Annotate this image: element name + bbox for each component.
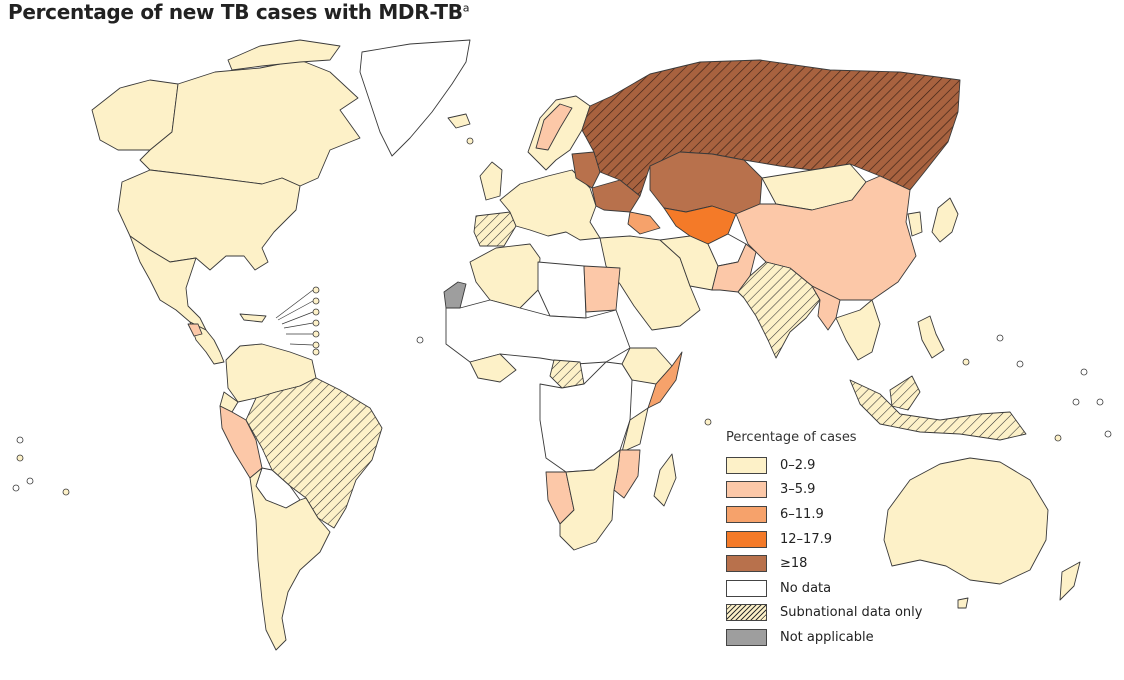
region-west-africa bbox=[469, 353, 517, 383]
island-marker bbox=[312, 286, 320, 294]
legend-label: 3–5.9 bbox=[780, 482, 816, 498]
region-new-zealand bbox=[1059, 561, 1081, 601]
legend-swatch bbox=[726, 579, 767, 597]
island-marker bbox=[16, 436, 24, 444]
region-north-africa-west bbox=[469, 243, 541, 309]
title-footnote-marker: a bbox=[462, 1, 470, 15]
region-indonesia bbox=[849, 379, 1027, 441]
region-western-sahara bbox=[443, 281, 467, 309]
region-korea bbox=[907, 211, 923, 237]
region-madagascar bbox=[653, 453, 677, 507]
island-marker bbox=[312, 348, 320, 356]
island-marker bbox=[1080, 368, 1088, 376]
region-uk bbox=[479, 161, 503, 201]
island-marker bbox=[312, 308, 320, 316]
region-caucasus bbox=[627, 211, 661, 235]
region-libya bbox=[537, 261, 587, 319]
legend-swatch bbox=[726, 628, 767, 646]
island-marker bbox=[1096, 398, 1104, 406]
legend-label: 12–17.9 bbox=[780, 531, 832, 547]
island-marker bbox=[62, 488, 70, 496]
region-iceland bbox=[447, 113, 471, 129]
legend-item: 3–5.9 bbox=[726, 478, 986, 503]
region-greenland bbox=[359, 39, 471, 157]
legend-item: Subnational data only bbox=[726, 601, 986, 626]
region-borneo bbox=[889, 375, 921, 411]
region-canada-islands bbox=[227, 39, 341, 71]
region-russia bbox=[581, 59, 961, 197]
island-marker bbox=[312, 319, 320, 327]
region-norway-coast bbox=[535, 103, 573, 151]
region-china bbox=[735, 175, 917, 301]
region-southeast-asia bbox=[835, 299, 881, 361]
region-iberia bbox=[473, 211, 517, 247]
legend-label: Subnational data only bbox=[780, 605, 923, 621]
legend-label: No data bbox=[780, 580, 832, 596]
legend-swatch bbox=[726, 530, 767, 548]
legend-item: Not applicable bbox=[726, 625, 986, 650]
legend-label: Not applicable bbox=[780, 629, 874, 645]
region-guatemala bbox=[187, 323, 203, 337]
region-southern-africa bbox=[559, 449, 621, 551]
island-marker bbox=[26, 477, 34, 485]
legend-swatch bbox=[726, 604, 767, 622]
region-mexico bbox=[129, 235, 207, 331]
island-marker bbox=[12, 484, 20, 492]
legend-swatch bbox=[726, 456, 767, 474]
island-marker bbox=[466, 137, 474, 145]
legend-label: 0–2.9 bbox=[780, 457, 816, 473]
region-india bbox=[737, 261, 821, 359]
island-marker bbox=[962, 358, 970, 366]
legend-swatch bbox=[726, 555, 767, 573]
legend-item: No data bbox=[726, 576, 986, 601]
legend: Percentage of cases 0–2.9 3–5.9 6–11.9 1… bbox=[726, 430, 986, 650]
region-japan bbox=[931, 197, 959, 243]
region-philippines bbox=[917, 315, 945, 359]
island-marker bbox=[16, 454, 24, 462]
legend-title: Percentage of cases bbox=[726, 430, 857, 445]
island-marker bbox=[416, 336, 424, 344]
island-marker bbox=[312, 341, 320, 349]
region-baltics-belarus bbox=[571, 151, 601, 189]
legend-swatch bbox=[726, 481, 767, 499]
map-title-text: Percentage of new TB cases with MDR-TB bbox=[8, 0, 463, 24]
region-nigeria bbox=[549, 359, 585, 389]
island-marker bbox=[312, 330, 320, 338]
region-myanmar bbox=[811, 285, 841, 331]
region-canada bbox=[139, 59, 361, 187]
leader-line bbox=[277, 300, 314, 321]
legend-item: 6–11.9 bbox=[726, 502, 986, 527]
region-east-africa bbox=[621, 407, 649, 453]
leader-line bbox=[275, 289, 314, 319]
legend-item: 12–17.9 bbox=[726, 527, 986, 552]
legend-label: 6–11.9 bbox=[780, 506, 824, 522]
island-marker bbox=[312, 297, 320, 305]
island-marker bbox=[1016, 360, 1024, 368]
legend-item: ≥18 bbox=[726, 551, 986, 576]
legend-swatch bbox=[726, 505, 767, 523]
map-title: Percentage of new TB cases with MDR-TBa bbox=[8, 0, 469, 24]
island-marker bbox=[1104, 430, 1112, 438]
region-tasmania bbox=[957, 597, 969, 609]
legend-label: ≥18 bbox=[780, 556, 808, 572]
legend-item: 0–2.9 bbox=[726, 453, 986, 478]
leader-line bbox=[283, 322, 314, 329]
region-southern-cone bbox=[249, 467, 331, 651]
island-marker bbox=[996, 334, 1004, 342]
island-marker bbox=[704, 418, 712, 426]
island-marker bbox=[1072, 398, 1080, 406]
region-cuba bbox=[239, 313, 267, 323]
island-marker bbox=[1054, 434, 1062, 442]
region-kazakhstan bbox=[649, 151, 763, 215]
leader-line bbox=[289, 343, 314, 346]
region-australia bbox=[883, 457, 1049, 585]
region-egypt bbox=[583, 265, 621, 313]
leader-line bbox=[281, 311, 314, 325]
